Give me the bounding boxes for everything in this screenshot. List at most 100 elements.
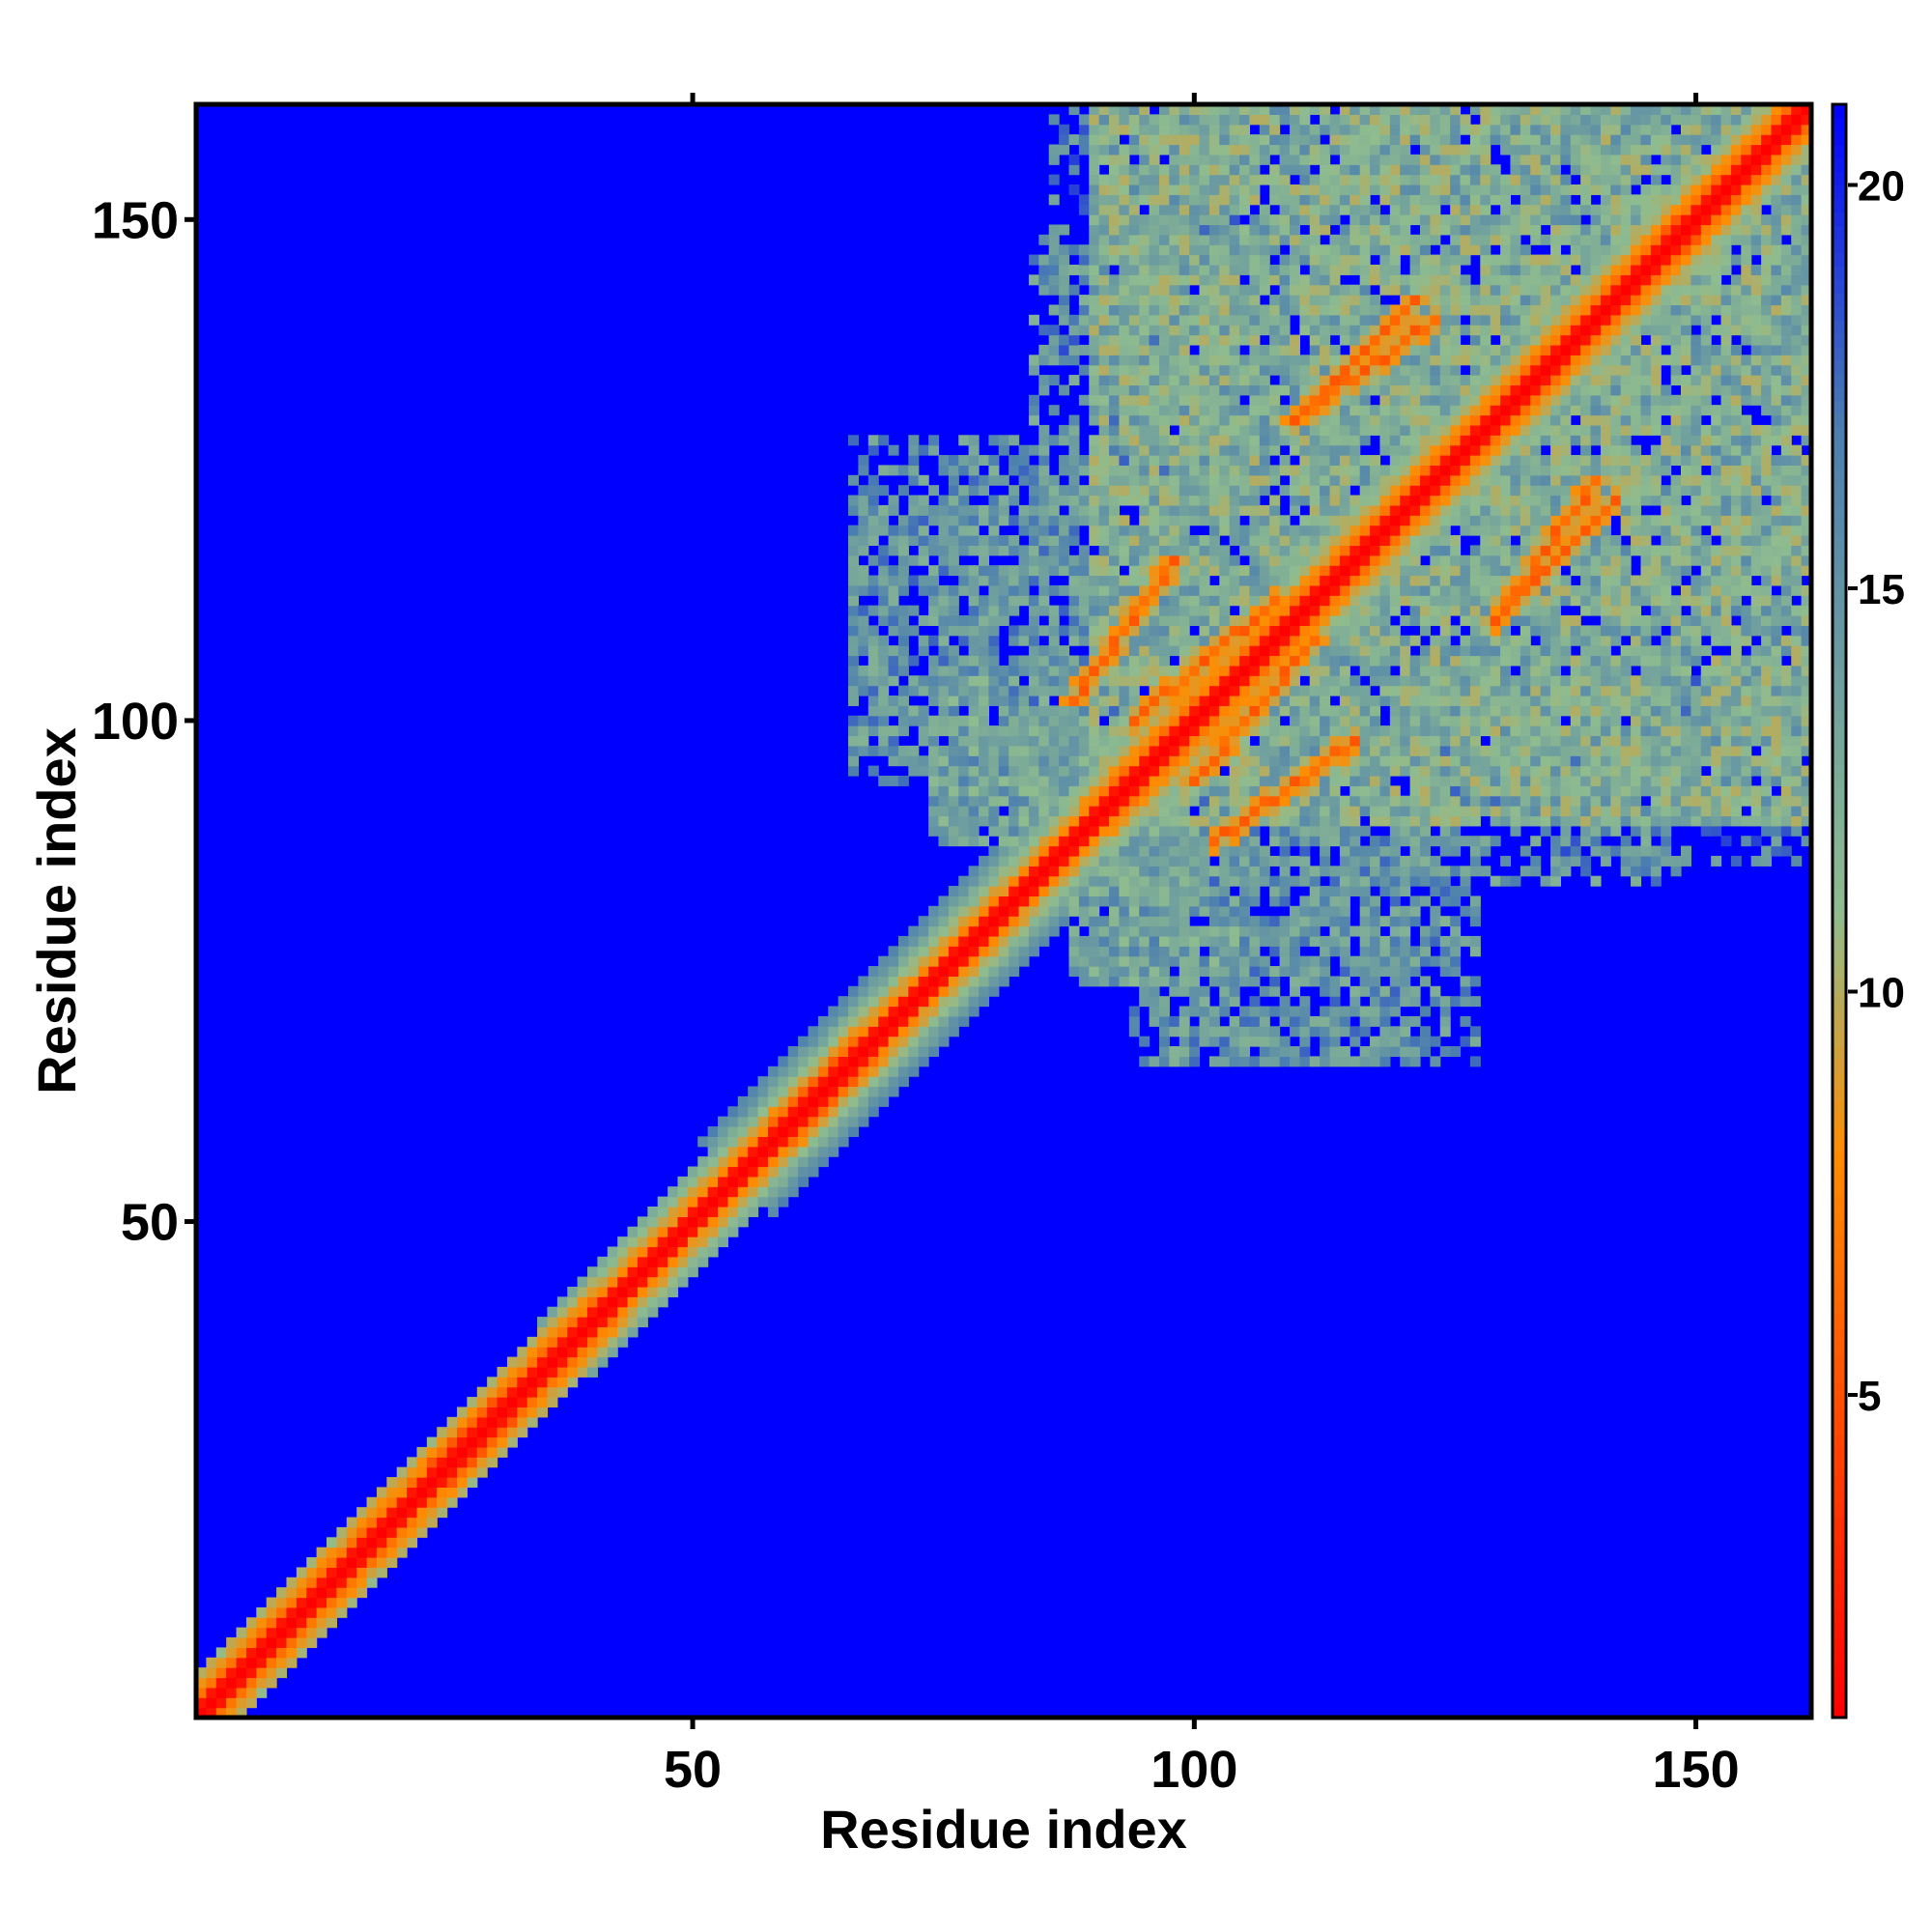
- heatmap-cell: [1259, 745, 1270, 756]
- heatmap-cell: [1370, 234, 1381, 245]
- heatmap-cell: [236, 1677, 247, 1689]
- heatmap-cell: [1229, 274, 1240, 286]
- heatmap-cell: [878, 745, 890, 756]
- heatmap-cell: [1139, 705, 1151, 717]
- heatmap-cell: [327, 1606, 337, 1618]
- heatmap-cell: [1128, 474, 1140, 486]
- heatmap-cell: [1339, 364, 1350, 376]
- heatmap-cell: [958, 825, 970, 837]
- heatmap-cell: [748, 1126, 759, 1137]
- heatmap-cell: [1379, 334, 1391, 346]
- heatmap-cell: [897, 665, 909, 676]
- heatmap-cell: [1299, 194, 1311, 206]
- heatmap-cell: [668, 1276, 679, 1288]
- heatmap-cell: [467, 1477, 478, 1489]
- heatmap-cell: [1289, 334, 1300, 346]
- heatmap-cell: [1059, 735, 1070, 747]
- heatmap-cell: [657, 1246, 668, 1258]
- heatmap-cell: [727, 1106, 739, 1118]
- heatmap-cell: [356, 1547, 368, 1558]
- heatmap-cell: [1350, 765, 1361, 777]
- heatmap-cell: [1299, 535, 1311, 546]
- heatmap-cell: [1329, 375, 1341, 386]
- heatmap-cell: [607, 1306, 618, 1318]
- heatmap-cell: [1208, 114, 1220, 126]
- heatmap-cell: [948, 605, 959, 616]
- heatmap-cell: [1389, 675, 1401, 687]
- heatmap-cell: [979, 866, 990, 877]
- heatmap-cell: [1279, 795, 1291, 807]
- heatmap-cell: [1179, 715, 1190, 726]
- heatmap-cell: [1149, 394, 1160, 406]
- heatmap-cell: [1169, 845, 1180, 857]
- heatmap-cell: [1309, 886, 1321, 897]
- heatmap-cell: [1249, 1015, 1261, 1027]
- heatmap-cell: [1379, 375, 1391, 386]
- heatmap-cell: [1320, 866, 1331, 877]
- heatmap-cell: [1169, 444, 1180, 456]
- heatmap-cell: [1149, 845, 1160, 857]
- heatmap-cell: [1370, 1046, 1381, 1057]
- heatmap-cell: [1309, 184, 1321, 195]
- heatmap-cell: [1350, 325, 1361, 336]
- heatmap-cell: [1339, 554, 1350, 566]
- heatmap-cell: [858, 525, 869, 536]
- heatmap-cell: [888, 1076, 899, 1088]
- heatmap-cell: [718, 1146, 729, 1157]
- heatmap-cell: [958, 565, 970, 577]
- heatmap-cell: [1400, 314, 1411, 326]
- heatmap-cell: [968, 565, 980, 577]
- heatmap-cell: [1320, 1026, 1331, 1037]
- heatmap-cell: [1309, 1056, 1321, 1067]
- heatmap-cell: [1199, 545, 1210, 556]
- heatmap-cell: [1299, 655, 1311, 667]
- heatmap-cell: [1179, 795, 1190, 807]
- heatmap-cell: [1179, 935, 1190, 947]
- heatmap-cell: [1289, 946, 1300, 957]
- heatmap-cell: [1419, 224, 1431, 236]
- heatmap-cell: [1249, 545, 1261, 556]
- heatmap-cell: [1269, 815, 1281, 827]
- heatmap-cell: [908, 935, 920, 947]
- heatmap-cell: [918, 474, 929, 486]
- heatmap-cell: [1299, 875, 1311, 887]
- heatmap-cell: [1078, 765, 1090, 777]
- heatmap-cell: [998, 935, 1009, 947]
- heatmap-cell: [1299, 325, 1311, 336]
- heatmap-cell: [979, 715, 990, 726]
- heatmap-cell: [1169, 855, 1180, 867]
- heatmap-cell: [817, 1095, 829, 1107]
- heatmap-cell: [1149, 244, 1160, 256]
- heatmap-cell: [1379, 254, 1391, 266]
- heatmap-cell: [1339, 525, 1350, 536]
- heatmap-cell: [1329, 875, 1341, 887]
- heatmap-cell: [1208, 184, 1220, 195]
- heatmap-cell: [1379, 795, 1391, 807]
- heatmap-cell: [1179, 985, 1190, 997]
- heatmap-cell: [1119, 304, 1130, 316]
- heatmap-cell: [787, 1156, 799, 1168]
- heatmap-cell: [1359, 134, 1371, 146]
- heatmap-cell: [1239, 304, 1251, 316]
- heatmap-cell: [1370, 675, 1381, 687]
- heatmap-cell: [1009, 745, 1020, 756]
- heatmap-cell: [1089, 845, 1100, 857]
- heatmap-cell: [1259, 455, 1270, 467]
- heatmap-cell: [1299, 996, 1311, 1008]
- heatmap-cell: [1309, 274, 1321, 286]
- heatmap-cell: [1339, 584, 1350, 596]
- heatmap-cell: [1028, 414, 1039, 426]
- heatmap-cell: [1139, 976, 1151, 987]
- heatmap-cell: [858, 715, 869, 726]
- heatmap-cell: [897, 985, 909, 997]
- heatmap-cell: [346, 1577, 357, 1588]
- heatmap-cell: [1379, 214, 1391, 226]
- heatmap-cell: [1309, 715, 1321, 726]
- heatmap-cell: [1269, 765, 1281, 777]
- heatmap-cell: [1109, 325, 1121, 336]
- heatmap-cell: [1109, 284, 1121, 296]
- heatmap-cell: [1370, 815, 1381, 827]
- heatmap-cell: [988, 955, 1000, 967]
- heatmap-cell: [1179, 174, 1190, 185]
- heatmap-cell: [778, 1126, 789, 1137]
